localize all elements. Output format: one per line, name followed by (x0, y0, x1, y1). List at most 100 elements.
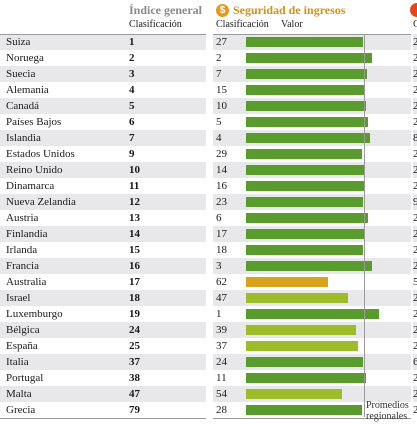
table-row: Países Bajos 6 5 2 (0, 114, 417, 130)
regional-average-label-line2: regionales (366, 411, 408, 422)
income-security-value-bar (246, 261, 372, 271)
income-security-rank: 5 (216, 116, 222, 128)
seguridad-value-subheader: Valor (281, 19, 303, 30)
general-rank: 11 (129, 180, 140, 192)
country-name: Alemania (6, 84, 49, 96)
dollar-icon: $ (216, 4, 229, 17)
income-security-value-bar (246, 101, 366, 111)
income-security-rank: 4 (216, 132, 222, 144)
row-shade (413, 66, 417, 82)
next-section-rank: 6 (413, 356, 417, 368)
income-security-value-bar (246, 149, 362, 159)
next-section-rank: 2 (413, 228, 417, 240)
row-shade (0, 322, 206, 338)
country-name: Nueva Zelandia (6, 196, 76, 208)
general-rank: 25 (129, 340, 140, 352)
general-rank: 47 (129, 388, 140, 400)
table-row: Portugal 38 11 2 (0, 370, 417, 386)
income-security-rank: 62 (216, 276, 227, 288)
income-security-rank: 17 (216, 228, 227, 240)
country-name: Dinamarca (6, 180, 55, 192)
row-shade (0, 98, 206, 114)
indice-general-title: Índice general (129, 3, 202, 17)
table-row: Israel 18 47 2 (0, 290, 417, 306)
income-security-value-bar (246, 117, 368, 127)
income-security-rank: 28 (216, 404, 227, 416)
income-security-value-bar (246, 181, 364, 191)
general-rank: 6 (129, 116, 135, 128)
table-row: Alemania 4 15 2 (0, 82, 417, 98)
table-divider (213, 418, 411, 419)
next-section-rank: 2 (413, 148, 417, 160)
general-rank: 12 (129, 196, 140, 208)
country-name: Noruega (6, 52, 44, 64)
row-shade (413, 226, 417, 242)
table-divider (0, 418, 206, 419)
row-shade (0, 162, 206, 178)
table-row: Dinamarca 11 16 2 (0, 178, 417, 194)
next-section-rank: 2 (413, 372, 417, 384)
table-row: Bélgica 24 39 2 (0, 322, 417, 338)
next-section-rank: 2 (413, 100, 417, 112)
income-security-value-bar (246, 325, 356, 335)
row-shade (413, 162, 417, 178)
table-row: Grecia 79 28 2 (0, 402, 417, 418)
table-row: Nueva Zelandia 12 23 9 (0, 194, 417, 210)
income-security-rank: 14 (216, 164, 227, 176)
table-row: Suiza 1 27 2 (0, 34, 417, 50)
regional-average-label-line1: Promedios (366, 400, 409, 411)
income-security-value-bar (246, 37, 363, 47)
general-rank: 7 (129, 132, 135, 144)
income-security-rank: 24 (216, 356, 227, 368)
table-row: Australia 17 62 5 (0, 274, 417, 290)
table-row: Noruega 2 2 2 (0, 50, 417, 66)
row-shade (413, 130, 417, 146)
country-name: Estados Unidos (6, 148, 75, 160)
next-section-rank: 2 (413, 292, 417, 304)
row-shade (0, 226, 206, 242)
income-security-rank: 23 (216, 196, 227, 208)
income-security-rank: 47 (216, 292, 227, 304)
next-section-icon (410, 3, 417, 17)
row-shade (0, 290, 206, 306)
income-security-value-bar (246, 277, 328, 287)
general-rank: 4 (129, 84, 135, 96)
income-security-rank: 54 (216, 388, 227, 400)
next-section-rank: 2 (413, 308, 417, 320)
row-shade (413, 354, 417, 370)
income-security-value-bar (246, 197, 363, 207)
next-section-subheader: C (413, 19, 417, 30)
row-shade (413, 322, 417, 338)
row-shade (0, 194, 206, 210)
general-rank: 9 (129, 148, 135, 160)
country-name: Finlandia (6, 228, 48, 240)
income-security-rank: 15 (216, 84, 227, 96)
income-security-value-bar (246, 405, 362, 415)
seguridad-ingresos-title: Seguridad de ingresos (233, 3, 346, 17)
table-row: Francia 16 3 2 (0, 258, 417, 274)
table-row: Malta 47 54 2 (0, 386, 417, 402)
income-security-rank: 6 (216, 212, 222, 224)
country-name: Grecia (6, 404, 36, 416)
income-security-rank: 10 (216, 100, 227, 112)
income-security-rank: 29 (216, 148, 227, 160)
next-section-rank: 2 (413, 388, 417, 400)
income-security-value-bar (246, 245, 363, 255)
table-row: Irlanda 15 18 2 (0, 242, 417, 258)
income-security-value-bar (246, 213, 368, 223)
income-security-value-bar (246, 341, 358, 351)
income-security-value-bar (246, 389, 342, 399)
country-name: Australia (6, 276, 47, 288)
general-rank: 5 (129, 100, 135, 112)
row-shade (0, 34, 206, 50)
country-name: Irlanda (6, 244, 38, 256)
next-section-rank: 2 (413, 340, 417, 352)
next-section-rank: 2 (413, 36, 417, 48)
country-name: Malta (6, 388, 32, 400)
income-security-value-bar (246, 357, 363, 367)
table-row: Estados Unidos 9 29 2 (0, 146, 417, 162)
general-rank: 79 (129, 404, 140, 416)
country-name: España (6, 340, 38, 352)
row-shade (0, 130, 206, 146)
country-name: Austria (6, 212, 39, 224)
